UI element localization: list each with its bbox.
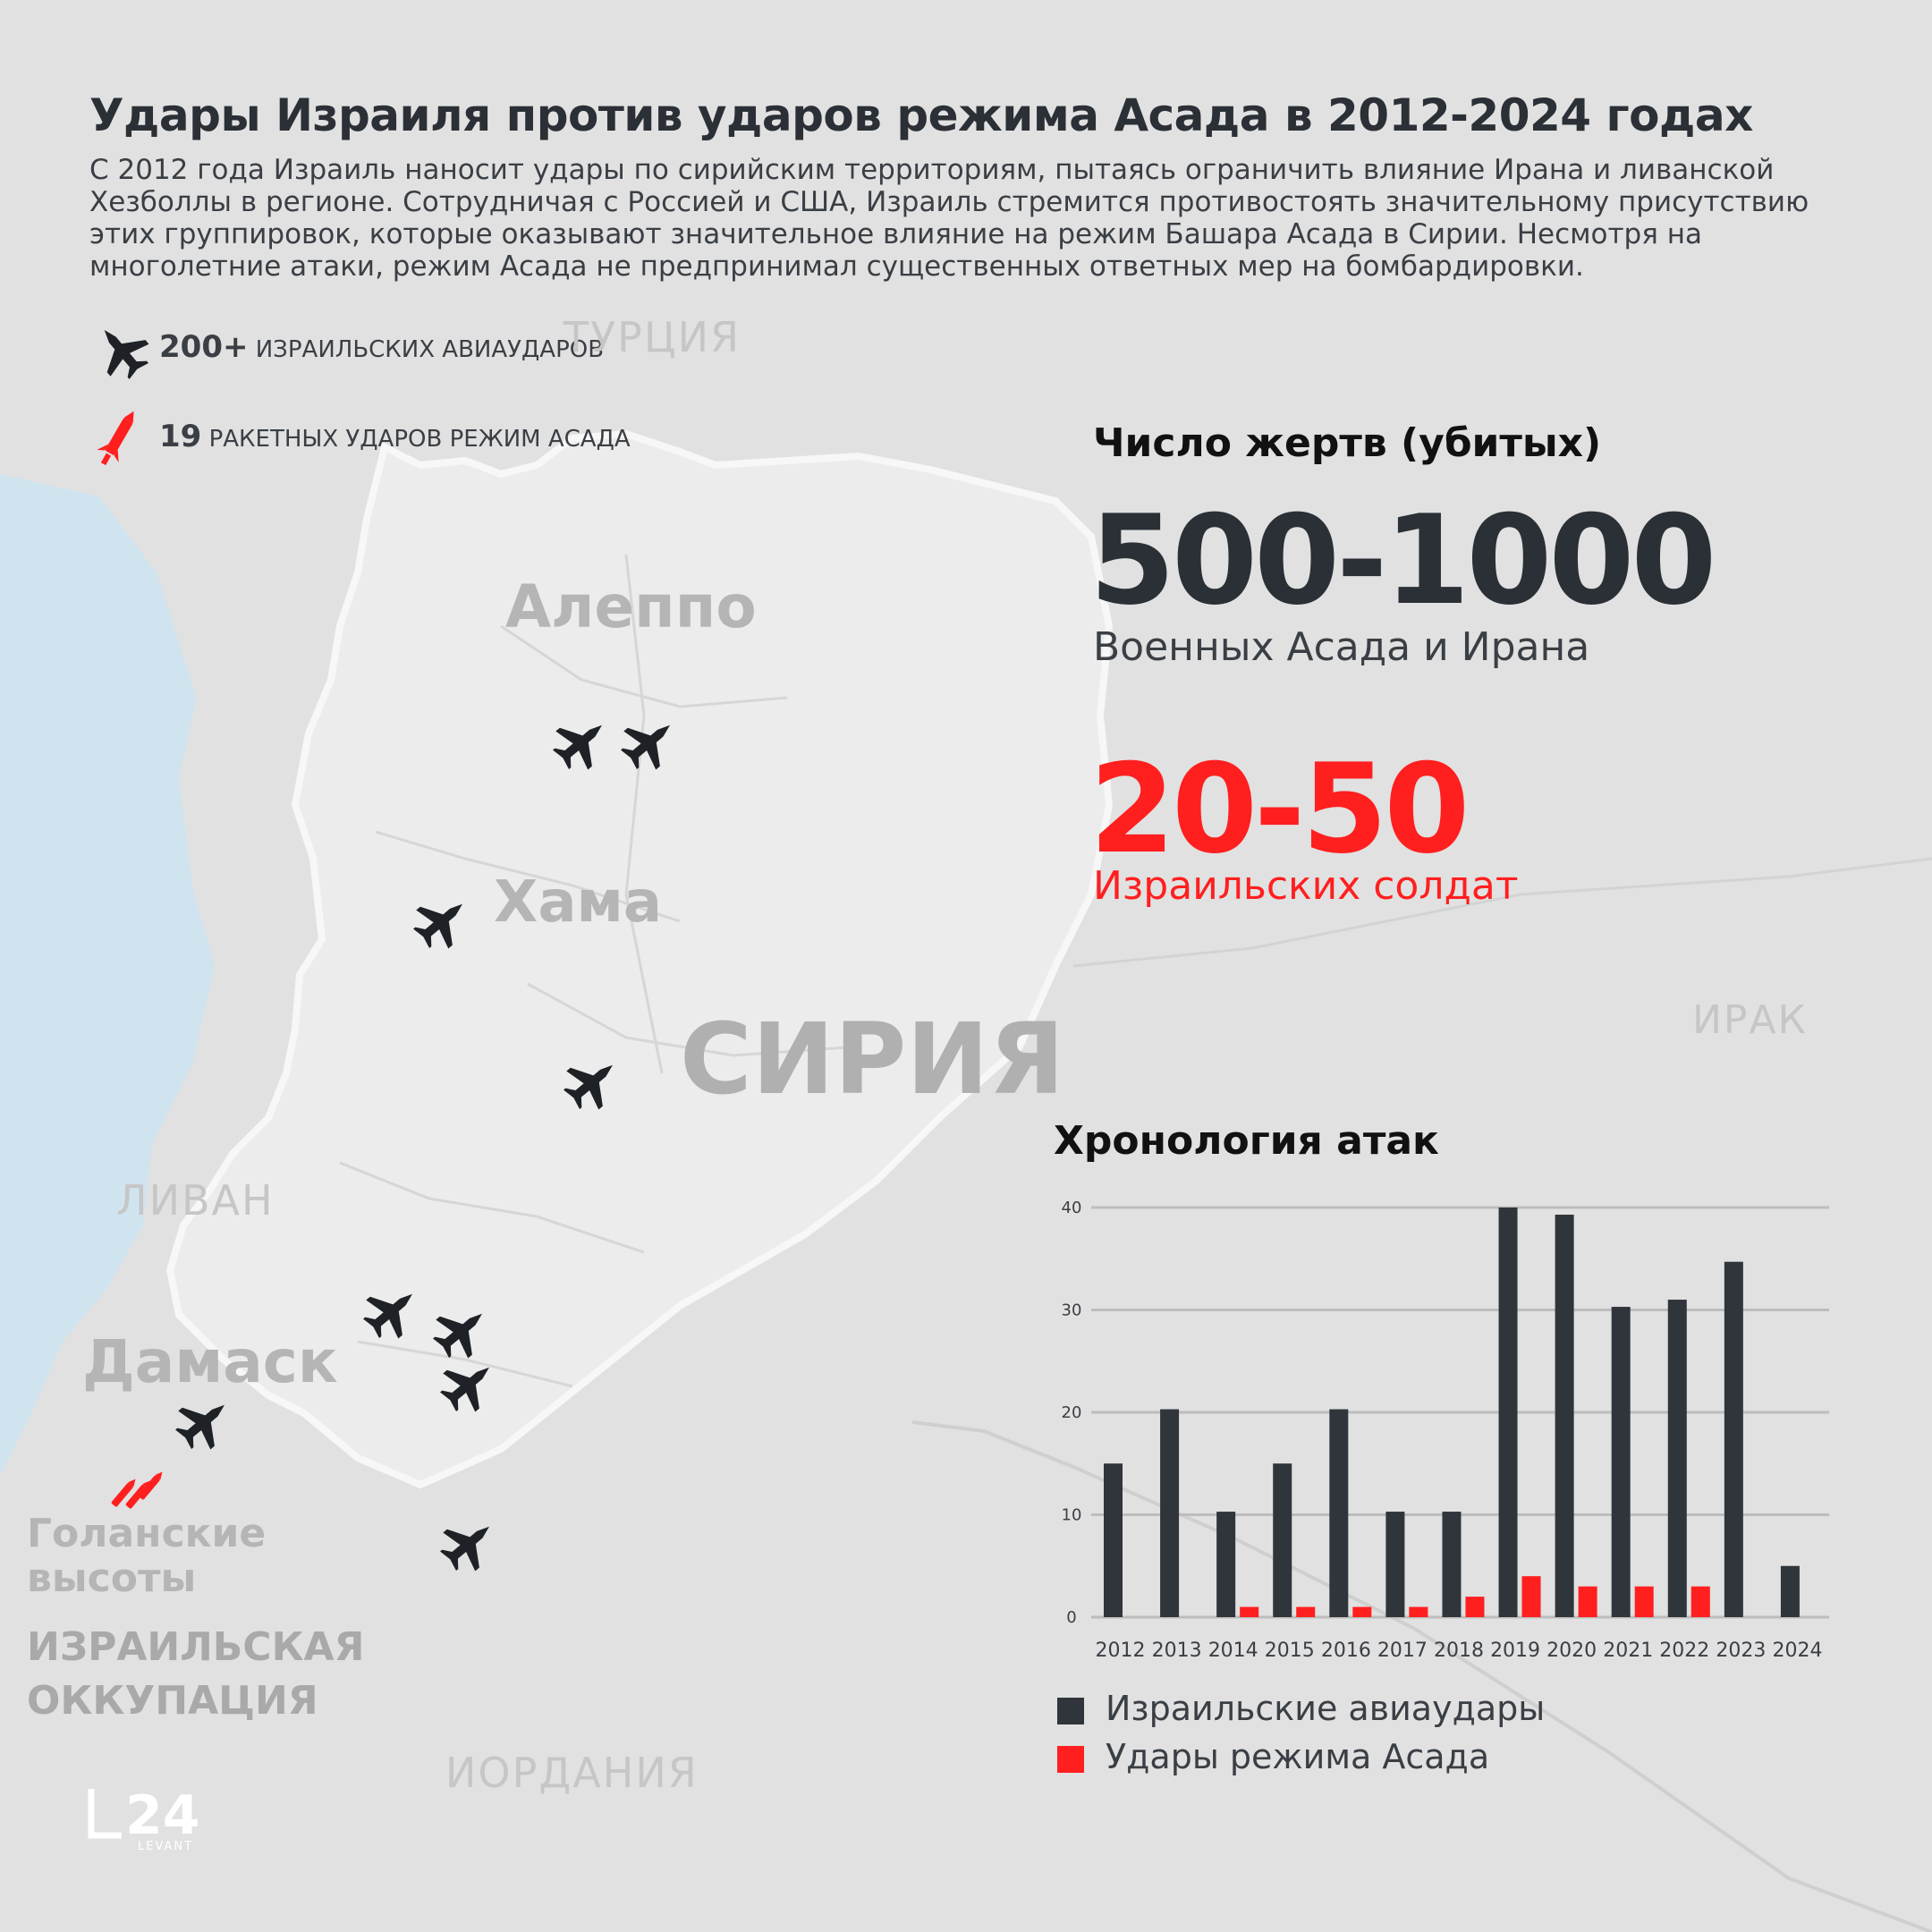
casualties-figure-1: 500-1000 <box>1089 488 1716 632</box>
bar-airstrikes <box>1724 1261 1743 1617</box>
x-tick-label: 2021 <box>1603 1640 1653 1662</box>
country-label-lebanon: ЛИВАН <box>116 1176 275 1224</box>
bar-assad-strikes <box>1578 1586 1597 1617</box>
bar-airstrikes <box>1104 1463 1123 1617</box>
airstrikes-count: 200+ <box>159 329 249 365</box>
bar-airstrikes <box>1329 1409 1349 1617</box>
casualties-label-2: Израильских солдат <box>1093 863 1519 909</box>
logo-main: 24 <box>125 1784 200 1847</box>
bar-airstrikes <box>1555 1215 1574 1617</box>
bar-assad-strikes <box>1521 1576 1541 1617</box>
bar-assad-strikes <box>1296 1606 1316 1617</box>
city-label-aleppo: Алеппо <box>505 572 757 641</box>
logo-sub: LEVANT <box>138 1840 193 1853</box>
bar-airstrikes <box>1667 1300 1687 1617</box>
bar-airstrikes <box>1442 1512 1462 1617</box>
fighter-jet-icon <box>355 1275 428 1348</box>
casualties-label-1: Военных Асада и Ирана <box>1093 624 1590 670</box>
city-label-hama: Хама <box>494 869 663 936</box>
legend-item-airstrikes: Израильские авиаудары <box>1057 1689 1545 1728</box>
bar-airstrikes <box>1611 1307 1631 1617</box>
fighter-jet-icon <box>613 706 686 779</box>
fighter-jet-icon <box>432 1507 505 1580</box>
airstrikes-label: ИЗРАИЛЬСКИХ АВИАУДАРОВ <box>255 336 605 363</box>
x-tick-label: 2020 <box>1546 1640 1597 1662</box>
legend-swatch-red <box>1057 1745 1084 1773</box>
bar-assad-strikes <box>1465 1597 1485 1617</box>
bar-airstrikes <box>1780 1565 1800 1617</box>
occupation-line-2: ОККУПАЦИЯ <box>27 1678 318 1724</box>
fighter-jet-icon <box>405 885 479 958</box>
country-label-iraq: ИРАК <box>1692 997 1808 1043</box>
x-tick-label: 2019 <box>1490 1640 1540 1662</box>
y-tick-label: 10 <box>1062 1506 1082 1525</box>
rockets-stat: 19 РАКЕТНЫХ УДАРОВ РЕЖИМ АСАДА <box>159 419 631 454</box>
fighter-jet-icon <box>167 1385 241 1459</box>
y-tick-label: 20 <box>1062 1403 1082 1422</box>
sea <box>0 474 215 1476</box>
bar-assad-strikes <box>1409 1606 1428 1617</box>
occupation-label: ИЗРАИЛЬСКАЯ ОККУПАЦИЯ <box>27 1621 364 1728</box>
attack-timeline-chart: 0 10 20 30 40 2012 2013 2014 2015 2016 2017 2018 201… <box>1062 1199 1829 1662</box>
legend-label-airstrikes: Израильские авиаудары <box>1106 1689 1546 1728</box>
x-tick-label: 2016 <box>1321 1640 1371 1662</box>
missile-icon <box>89 407 147 473</box>
x-tick-label: 2015 <box>1265 1640 1315 1662</box>
y-tick-label: 0 <box>1066 1608 1076 1627</box>
legend-label-assad-strikes: Удары режима Асада <box>1106 1737 1490 1776</box>
golan-label: Голанские высоты <box>27 1512 266 1601</box>
fighter-jet-icon <box>545 706 618 779</box>
bar-assad-strikes <box>1352 1606 1372 1617</box>
bar-assad-strikes <box>1690 1586 1710 1617</box>
missile-icon <box>110 1470 165 1510</box>
rockets-count: 19 <box>159 419 202 454</box>
fighter-jet-icon <box>432 1348 505 1421</box>
golan-line-1: Голанские <box>27 1511 267 1556</box>
fighter-jet-icon <box>93 322 150 383</box>
x-tick-label: 2014 <box>1208 1640 1258 1662</box>
golan-line-2: высоты <box>27 1555 197 1601</box>
x-tick-label: 2017 <box>1377 1640 1428 1662</box>
bar-assad-strikes <box>1634 1586 1654 1617</box>
fighter-jet-icon <box>425 1294 498 1368</box>
city-label-damascus: Дамаск <box>82 1327 338 1396</box>
country-label-turkey: ТУРЦИЯ <box>564 313 741 361</box>
rockets-label: РАКЕТНЫХ УДАРОВ РЕЖИМ АСАДА <box>208 426 631 453</box>
page-title: Удары Израиля против ударов режима Асада… <box>89 89 1753 141</box>
fighter-jet-icon <box>555 1046 629 1119</box>
country-label-jordan: ИОРДАНИЯ <box>445 1749 699 1797</box>
legend-swatch-dark <box>1057 1697 1084 1724</box>
y-tick-label: 40 <box>1062 1199 1082 1217</box>
occupation-line-1: ИЗРАИЛЬСКАЯ <box>27 1624 365 1670</box>
y-tick-label: 30 <box>1062 1301 1082 1320</box>
chart-title: Хронология атак <box>1054 1118 1439 1164</box>
bar-airstrikes <box>1385 1512 1405 1617</box>
casualties-title: Число жертв (убитых) <box>1093 420 1602 466</box>
casualties-figure-2: 20-50 <box>1089 737 1470 881</box>
x-tick-label: 2012 <box>1096 1640 1146 1662</box>
bar-airstrikes <box>1216 1512 1236 1617</box>
x-tick-label: 2013 <box>1152 1640 1202 1662</box>
airstrikes-stat: 200+ ИЗРАИЛЬСКИХ АВИАУДАРОВ <box>159 329 604 365</box>
bar-airstrikes <box>1273 1463 1292 1617</box>
x-tick-label: 2024 <box>1772 1640 1822 1662</box>
bar-airstrikes <box>1498 1208 1518 1617</box>
x-tick-label: 2022 <box>1659 1640 1709 1662</box>
x-tick-label: 2018 <box>1434 1640 1484 1662</box>
legend-item-assad-strikes: Удары режима Асада <box>1057 1737 1489 1776</box>
bar-airstrikes <box>1160 1409 1180 1617</box>
country-label-syria: СИРИЯ <box>680 1002 1065 1116</box>
x-tick-label: 2023 <box>1716 1640 1766 1662</box>
i24-logo: 24 LEVANT <box>86 1782 220 1857</box>
bar-assad-strikes <box>1240 1606 1259 1617</box>
intro-text: С 2012 года Израиль наносит удары по сир… <box>89 154 1809 283</box>
